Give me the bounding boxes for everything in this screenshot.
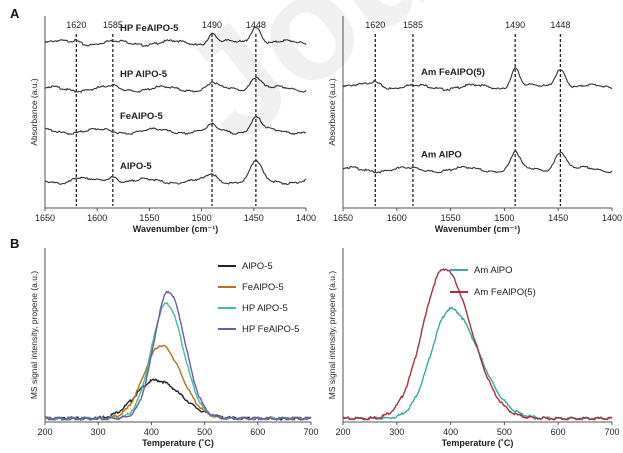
x-tick-label: 1550: [441, 213, 461, 223]
series-label-am-alpo: Am AlPO: [421, 150, 462, 161]
x-tick-label: 1650: [333, 213, 353, 223]
chart-3: 200 300 400 500 600 700 Temperature (˚C) MS sig…: [29, 248, 319, 448]
x-tick-label: 1450: [548, 213, 568, 223]
panel-b-letter: B: [10, 236, 20, 251]
x-axis-label: Wavenumber (cm⁻¹): [133, 224, 218, 234]
series-hp-alpo-5: [44, 302, 312, 422]
reference-label-1585: 1585: [103, 20, 123, 30]
reference-label-1448: 1448: [246, 20, 266, 30]
reference-label-1448: 1448: [550, 20, 570, 30]
series-hp-alpo-5: [45, 76, 307, 94]
legend-label-fealpo-5: FeAlPO-5: [242, 282, 284, 293]
legend-label-alpo-5: AlPO-5: [242, 261, 273, 272]
x-tick-label: 200: [335, 427, 350, 437]
chart-2: 1650 1600 1550 1500 1450 1400 Wavenumber (cm⁻¹…: [327, 16, 622, 234]
series-hp-fealpo-5: [44, 26, 307, 47]
x-tick-label: 1650: [35, 213, 55, 223]
x-tick-label: 1550: [139, 213, 159, 223]
legend-label-hp-alpo-5: HP AlPO-5: [242, 303, 288, 314]
series-label-hp-fealpo-5: HP FeAlPO-5: [120, 23, 179, 34]
x-axis-label: Temperature (˚C): [142, 438, 214, 448]
series-am-alpo: [342, 306, 613, 421]
reference-label-1620: 1620: [365, 20, 385, 30]
reference-label-1490: 1490: [505, 20, 525, 30]
chart-1: 1650 1600 1550 1500 1450 1400 Wavenumber (cm⁻¹…: [29, 16, 316, 234]
series-hp-fealpo-5: [44, 290, 311, 422]
series-am-alpo: [343, 150, 613, 174]
x-tick-label: 1400: [296, 213, 316, 223]
x-tick-label: 500: [197, 427, 212, 437]
y-axis-label: MS signal intensity, propene (a.u.): [327, 271, 337, 400]
series-alpo-5: [44, 159, 307, 186]
x-tick-label: 600: [551, 427, 566, 437]
legend-label-hp-fealpo-5: HP FeAlPO-5: [242, 324, 299, 335]
reference-label-1490: 1490: [202, 20, 222, 30]
reference-label-1620: 1620: [66, 20, 86, 30]
x-tick-label: 300: [389, 427, 404, 437]
legend-label-am-fealpo-5: Am FeAlPO(5): [474, 287, 536, 298]
series-alpo-5: [44, 378, 312, 421]
series-label-am-fealpo-5: Am FeAlPO(5): [421, 67, 485, 78]
series-fealpo-5: [44, 115, 307, 136]
x-tick-label: 200: [37, 427, 52, 437]
x-tick-label: 300: [91, 427, 106, 437]
x-tick-label: 400: [144, 427, 159, 437]
x-tick-label: 1600: [387, 213, 407, 223]
x-tick-label: 1500: [494, 213, 514, 223]
x-tick-label: 400: [443, 427, 458, 437]
legend-label-am-alpo: Am AlPO: [474, 265, 513, 276]
panel-a-letter: A: [10, 6, 20, 21]
x-axis-label: Wavenumber (cm⁻¹): [435, 224, 520, 234]
x-tick-label: 1450: [244, 213, 264, 223]
x-tick-label: 500: [497, 427, 512, 437]
x-tick-label: 1400: [602, 213, 622, 223]
x-tick-label: 1600: [87, 213, 107, 223]
series-label-alpo-5: AlPO-5: [120, 161, 152, 172]
y-axis-label: MS signal intensity, propene (a.u.): [29, 271, 39, 400]
series-am-fealpo-5: [342, 268, 613, 421]
series-label-hp-alpo-5: HP AlPO-5: [120, 69, 168, 80]
y-axis-label: Absorbance (a.u.): [29, 78, 39, 146]
y-axis-label: Absorbance (a.u.): [327, 78, 337, 146]
series-am-fealpo-5: [342, 67, 613, 91]
chart-4: 200 300 400 500 600 700 Temperature (˚C) MS sig…: [327, 248, 620, 448]
x-tick-label: 700: [604, 427, 619, 437]
series-label-fealpo-5: FeAlPO-5: [120, 111, 163, 122]
x-tick-label: 700: [303, 427, 318, 437]
x-axis-label: Temperature (˚C): [442, 438, 514, 448]
x-tick-label: 1500: [192, 213, 212, 223]
reference-label-1585: 1585: [403, 20, 423, 30]
x-tick-label: 600: [250, 427, 265, 437]
series-fealpo-5: [44, 344, 312, 421]
